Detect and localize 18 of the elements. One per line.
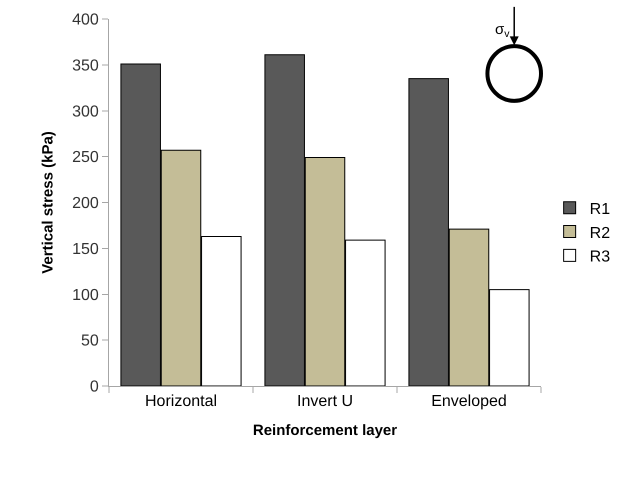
- x-tick-label: Horizontal: [144, 393, 218, 410]
- y-tick-label: 250: [72, 149, 99, 166]
- y-tick-label: 150: [72, 240, 99, 258]
- y-tick-label: 100: [72, 286, 99, 304]
- legend-label: R1: [590, 201, 610, 218]
- x-tick-label: Enveloped: [431, 393, 507, 410]
- legend-label: R2: [590, 224, 610, 242]
- y-tick-label: 350: [72, 57, 99, 74]
- legend-label: R3: [590, 248, 610, 266]
- y-axis-title: Vertical stress (kPa): [39, 131, 56, 274]
- y-tick-label: 0: [90, 378, 99, 396]
- y-tick-label: 300: [72, 103, 99, 120]
- y-tick-label: 200: [72, 195, 99, 212]
- annotation: σ$_{v}$: [495, 21, 510, 40]
- x-axis-title: Reinforcement layer: [252, 422, 398, 440]
- y-tick-label: 400: [72, 12, 99, 29]
- x-tick-label: Invert U: [296, 393, 354, 410]
- y-tick-label: 50: [81, 332, 99, 350]
